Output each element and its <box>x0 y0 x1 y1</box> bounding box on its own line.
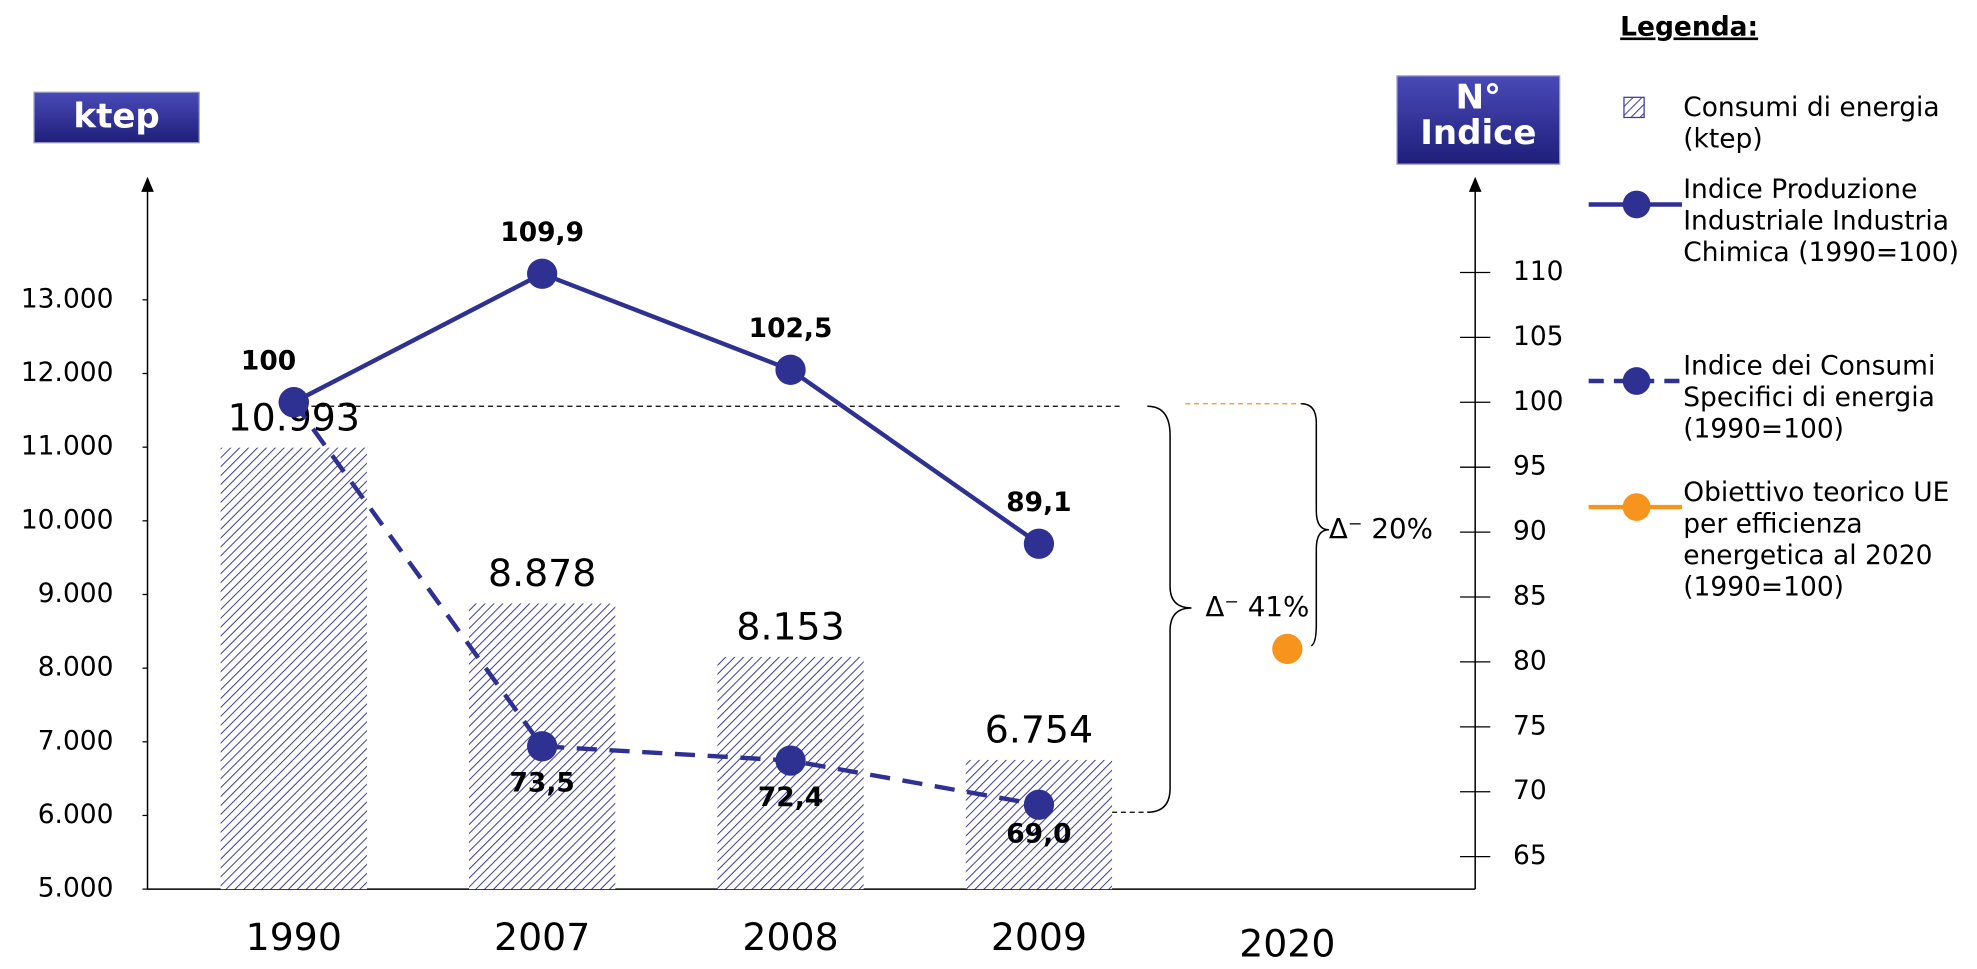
y2-tick-label: 90 <box>1513 516 1547 547</box>
y-title-text: ktep <box>73 97 160 137</box>
y-tick-label: 8.000 <box>38 652 114 683</box>
bar-value-label: 6.754 <box>985 708 1093 752</box>
point-value-label: 73,5 <box>510 768 575 799</box>
y-tick-label: 7.000 <box>38 725 114 756</box>
y2-tick-label: 75 <box>1513 710 1547 741</box>
y-title-box <box>33 91 200 144</box>
y-tick-label: 10.000 <box>21 504 114 535</box>
legend-marker <box>1622 367 1651 395</box>
brace-20 <box>1301 402 1329 647</box>
legend-item: Indice Produzione Industriale Industria … <box>1683 174 1959 268</box>
y2-tick-label: 80 <box>1513 645 1547 676</box>
y-axis-arrow <box>141 176 154 192</box>
point-value-label: 69,0 <box>1006 818 1071 849</box>
bar-value-label: 8.878 <box>488 551 596 595</box>
y2-tick-label: 105 <box>1513 321 1564 352</box>
annotation: Δ⁻ 41% <box>1205 590 1309 623</box>
legend-title: Legenda: <box>1620 11 1758 42</box>
point-value-label: 72,4 <box>758 782 823 813</box>
y2-tick-label: 95 <box>1513 451 1547 482</box>
y2-tick-label: 70 <box>1513 775 1547 806</box>
y2-tick-label: 100 <box>1513 386 1564 417</box>
x-tick-label: 2009 <box>991 915 1087 959</box>
point <box>775 745 806 776</box>
y2-title-box <box>1396 75 1561 165</box>
point <box>1023 528 1055 559</box>
y2-title: N° Indice <box>1420 80 1537 153</box>
y-tick-label: 13.000 <box>21 283 114 314</box>
bar <box>965 759 1113 890</box>
y2-title-text: N° Indice <box>1420 80 1537 153</box>
point <box>278 387 309 418</box>
legend-item: Indice dei Consumi Specifici di energia … <box>1683 350 1936 445</box>
legend: Consumi di energia (ktep) Indice Produzio… <box>1588 92 1959 602</box>
legend-label: Indice dei Consumi Specifici di energia … <box>1683 350 1936 445</box>
annotation: Δ⁻ 20% <box>1329 512 1433 545</box>
legend-item: Consumi di energia (ktep) <box>1683 92 1940 155</box>
legend-label: Obiettivo teorico UE per efficienza ener… <box>1683 476 1950 602</box>
brace-41 <box>1147 405 1192 813</box>
legend-label: Consumi di energia (ktep) <box>1683 92 1940 155</box>
y2-tick-label: 65 <box>1513 840 1547 871</box>
bar <box>220 447 367 890</box>
y-tick-label: 9.000 <box>38 578 114 609</box>
legend-marker <box>1622 493 1651 521</box>
point <box>1272 633 1303 665</box>
x-tick-label: 2007 <box>494 915 590 959</box>
y-tick-label: 6.000 <box>38 799 114 830</box>
line <box>291 400 1040 807</box>
y-tick-label: 11.000 <box>21 431 114 462</box>
y2-tick-label: 85 <box>1513 581 1547 612</box>
legend-label: Indice Produzione Industriale Industria … <box>1683 174 1959 268</box>
y-tick-label: 5.000 <box>38 873 114 904</box>
point <box>775 354 806 385</box>
point-value-label: 100 <box>241 345 296 376</box>
point-value-label: 109,9 <box>500 217 584 248</box>
y-title: ktep <box>73 97 160 137</box>
bar-value-label: 8.153 <box>736 605 844 649</box>
x-tick-label: 1990 <box>246 915 342 959</box>
line <box>292 271 1041 546</box>
point <box>527 258 558 289</box>
legend-marker <box>1622 190 1651 219</box>
point <box>1023 789 1055 820</box>
legend-item: Obiettivo teorico UE per efficienza ener… <box>1683 476 1950 602</box>
point <box>527 731 558 762</box>
point-value-label: 102,5 <box>749 313 833 344</box>
legend-swatch <box>1623 96 1645 119</box>
x-tick-label: 2008 <box>742 915 838 959</box>
y2-tick-label: 110 <box>1513 256 1564 287</box>
y2-axis-arrow <box>1468 176 1482 192</box>
x-tick-label: 2020 <box>1239 921 1335 965</box>
point-value-label: 89,1 <box>1006 487 1071 518</box>
y-tick-label: 12.000 <box>21 357 114 388</box>
